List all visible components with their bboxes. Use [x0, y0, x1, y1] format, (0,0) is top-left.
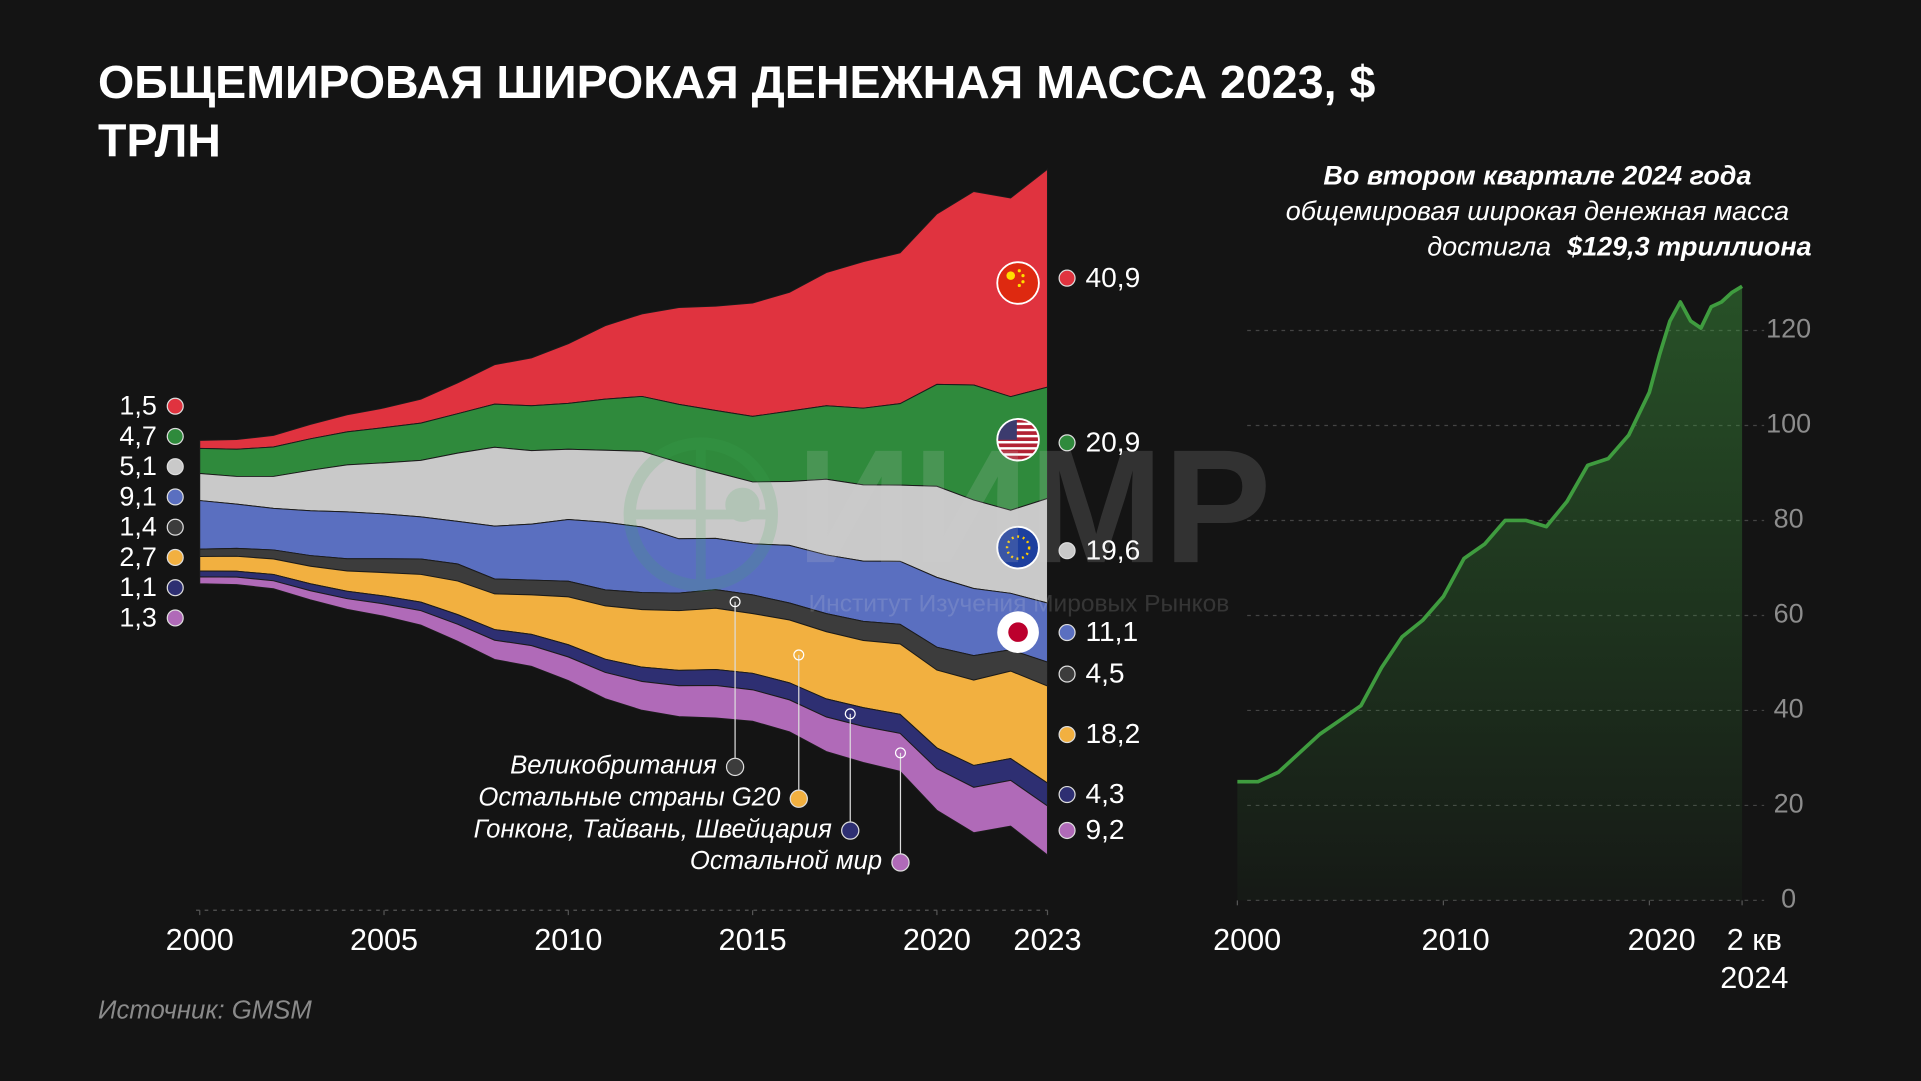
- legend-dot: [1058, 665, 1076, 683]
- annotation-highlight: $129,3 триллиона: [1566, 232, 1811, 262]
- x-tick-label: 2020: [1628, 923, 1696, 957]
- x-tick-label: 2010: [534, 923, 602, 957]
- area-fill: [1237, 286, 1743, 901]
- x-tick-label: 2010: [1422, 923, 1490, 957]
- legend-dot: [1058, 542, 1076, 560]
- legend-dot: [1058, 269, 1076, 287]
- data-label: 4,3: [1085, 777, 1124, 809]
- watermark-logo: ИИМР: [796, 417, 1271, 597]
- line-chart: 0 20 40 60 80 100 120 2000 2010 2020 2 кв 2024: [1213, 284, 1811, 995]
- legend-dot: [1058, 785, 1076, 804]
- data-label: 18,2: [1085, 717, 1140, 749]
- data-label: 9,2: [1085, 813, 1124, 845]
- leader-end: [729, 596, 741, 608]
- data-label: 1,5: [119, 391, 156, 421]
- legend-dot: [166, 609, 184, 627]
- legend-dot: [1058, 725, 1076, 744]
- data-label: 9,1: [119, 481, 156, 511]
- data-label: 1,4: [119, 512, 156, 542]
- stream-chart: 1,54,75,19,11,42,71,11,3 40,9 20,9 19,6 11,1…: [119, 168, 1140, 957]
- data-label: 1,3: [119, 602, 156, 632]
- y-tick-label: 60: [1774, 599, 1804, 629]
- annotation: Во втором квартале 2024 года общемировая…: [1286, 161, 1812, 262]
- watermark: ИИМР Институт Изучения Мировых Рынков: [623, 417, 1271, 618]
- legend-dot: [166, 427, 184, 446]
- x-tick-label: 2000: [1213, 923, 1281, 957]
- x-tick-label: 2020: [903, 923, 971, 957]
- flag-usa-rim: [996, 418, 1040, 462]
- data-label: 5,1: [119, 451, 156, 481]
- y-tick-label: 80: [1774, 504, 1804, 534]
- data-label: 1,1: [119, 572, 156, 602]
- flag-eu: [996, 525, 1040, 570]
- annotation-line: достигла: [1427, 232, 1551, 262]
- annotation-line: общемировая широкая денежная масса: [1286, 196, 1789, 226]
- x-tick-label: 2005: [350, 923, 418, 957]
- legend-dot: [166, 518, 184, 536]
- series-label: Великобритания: [510, 752, 717, 780]
- legend-dot: [725, 757, 745, 777]
- source-note: Источник: GMSM: [98, 997, 312, 1025]
- line: [1237, 284, 1744, 784]
- y-tick-label: 40: [1774, 694, 1804, 724]
- y-tick-label: 20: [1774, 789, 1804, 819]
- legend-dot: [166, 458, 184, 476]
- x-tick-label: 2 кв 2024: [1720, 923, 1788, 995]
- data-label: 4,7: [119, 421, 156, 451]
- legend-dot: [1058, 821, 1076, 840]
- data-label: 19,6: [1085, 533, 1140, 565]
- legend-dot: [841, 821, 860, 840]
- legend-dot: [1058, 623, 1076, 642]
- y-tick-label: 100: [1766, 409, 1811, 439]
- legend-dot: [166, 579, 184, 597]
- data-label: 4,5: [1085, 657, 1124, 689]
- leader-end: [894, 747, 906, 759]
- annotation-line: Во втором квартале 2024 года: [1323, 161, 1751, 191]
- flag-china: [996, 261, 1040, 305]
- legend-dot: [891, 853, 910, 872]
- stream-band: [199, 576, 1048, 856]
- x-tick-label: 2000: [166, 923, 234, 957]
- legend-dot: [789, 789, 808, 808]
- data-label: 20,9: [1085, 425, 1140, 457]
- series-label: Остальные страны G20: [478, 784, 781, 812]
- legend-dot: [166, 488, 184, 506]
- legend-dot: [166, 397, 184, 415]
- y-tick-label: 0: [1781, 884, 1796, 914]
- leader-end: [793, 649, 805, 661]
- y-tick-label: 120: [1766, 314, 1811, 344]
- legend-dot: [1058, 434, 1076, 452]
- chart-title: ОБЩЕМИРОВАЯ ШИРОКАЯ ДЕНЕЖНАЯ МАССА 2023,…: [98, 56, 1375, 167]
- flag-usa: [997, 418, 1039, 461]
- x-tick-label: 2015: [719, 923, 787, 957]
- leader-end: [844, 708, 856, 720]
- legend-dot: [166, 548, 184, 567]
- flag-japan: [997, 611, 1039, 653]
- series-label: Гонконг, Тайвань, Швейцария: [474, 815, 833, 843]
- x-tick-label: 2023: [1013, 923, 1081, 957]
- data-label: 11,1: [1085, 615, 1138, 647]
- data-label: 2,7: [119, 542, 156, 572]
- data-label: 40,9: [1085, 261, 1140, 293]
- watermark-subtitle: Институт Изучения Мировых Рынков: [809, 591, 1230, 618]
- series-label: Остальной мир: [690, 847, 882, 875]
